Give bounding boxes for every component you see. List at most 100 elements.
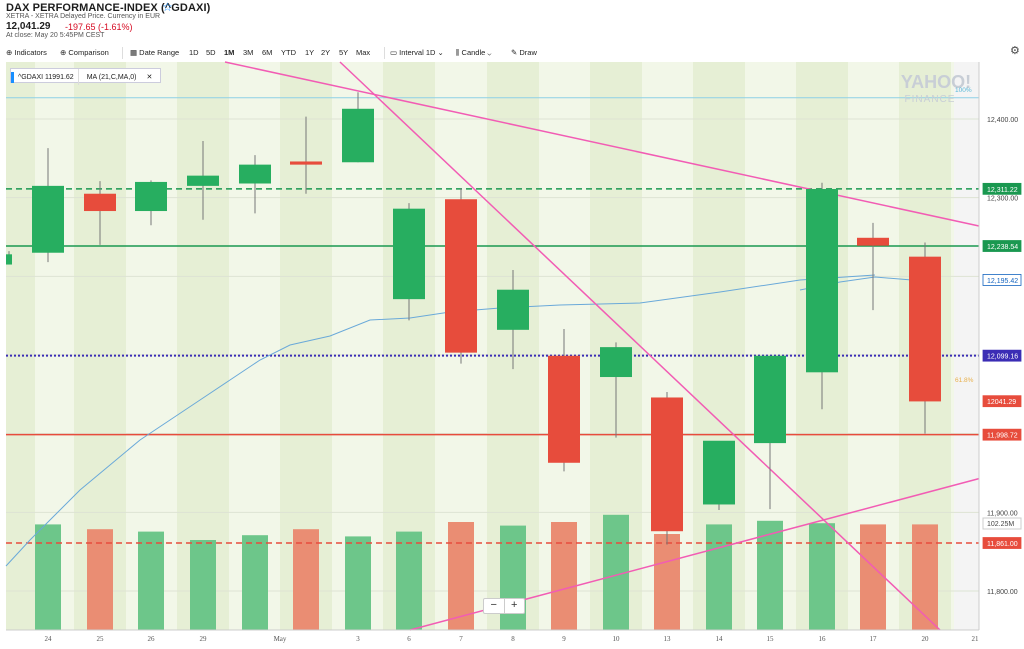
volume-bar <box>757 520 783 630</box>
candle-body[interactable] <box>187 175 219 186</box>
x-tick-label: 15 <box>767 635 775 643</box>
day-band <box>487 62 539 630</box>
range-1m[interactable]: 1M <box>224 48 235 57</box>
exchange-subtitle: XETRA - XETRA Delayed Price. Currency in… <box>6 13 161 20</box>
volume-bar <box>293 529 319 630</box>
volume-bar <box>912 524 938 630</box>
fib-label: 100% <box>955 87 972 94</box>
y-tick-label: 11,800.00 <box>987 589 1018 596</box>
candle-body[interactable] <box>703 440 735 505</box>
draw-label: Draw <box>519 48 537 57</box>
volume-bar <box>345 536 371 630</box>
price-tag <box>982 428 1022 441</box>
candle-body[interactable] <box>909 256 941 402</box>
candle-body[interactable] <box>32 185 64 253</box>
legend-symbol[interactable]: ^GDAXI 11991.62 <box>11 72 78 83</box>
fib-label: 61.8% <box>955 377 974 384</box>
day-band <box>693 62 745 630</box>
toolbar-divider <box>122 47 123 59</box>
candle-body[interactable] <box>548 355 580 463</box>
close-time: At close: May 20 5:45PM CEST <box>6 32 105 39</box>
volume-bar <box>551 522 577 630</box>
interval-button[interactable]: ▭ Interval 1D ⌄ <box>390 48 444 57</box>
calendar-icon: ▦ <box>130 48 140 57</box>
zoom-control: − + <box>483 598 525 614</box>
candle-body[interactable] <box>135 181 167 212</box>
trend-line[interactable] <box>339 61 941 631</box>
volume-bar <box>860 524 886 630</box>
volume-bar <box>603 514 629 630</box>
range-1d[interactable]: 1D <box>189 48 199 57</box>
candle-body[interactable] <box>342 108 374 163</box>
candle-icon: ⫼ <box>456 48 462 57</box>
candle-body[interactable] <box>393 208 425 300</box>
x-tick-label: May <box>274 635 287 643</box>
x-tick-label: 25 <box>97 635 105 643</box>
gear-icon[interactable]: ⚙ <box>1010 45 1020 57</box>
price-tag <box>982 182 1022 195</box>
candle-body[interactable] <box>857 237 889 246</box>
candle-body[interactable] <box>497 289 529 330</box>
day-band <box>590 62 642 630</box>
plot-area <box>6 62 979 630</box>
date-range-button[interactable]: ▦ Date Range <box>130 48 179 57</box>
draw-button[interactable]: ✎ Draw <box>511 48 537 57</box>
x-tick-label: 17 <box>870 635 878 643</box>
candle-body[interactable] <box>754 355 786 444</box>
price-tag-label: 11,861.00 <box>987 541 1018 548</box>
candle-body[interactable] <box>239 164 271 184</box>
day-band <box>6 62 35 630</box>
day-band <box>74 62 126 630</box>
zoom-in-button[interactable]: + <box>503 599 525 613</box>
star-icon[interactable]: ☆ <box>162 0 173 14</box>
volume-bar <box>809 523 835 630</box>
range-1y[interactable]: 1Y <box>305 48 315 57</box>
candle-body[interactable] <box>290 161 322 165</box>
day-band <box>796 62 848 630</box>
day-band <box>177 62 229 630</box>
range-6m[interactable]: 6M <box>262 48 273 57</box>
moving-average-line <box>5 274 876 567</box>
zoom-out-button[interactable]: − <box>490 599 497 611</box>
interval-label: Interval <box>399 48 424 57</box>
candle-body[interactable] <box>445 199 477 353</box>
candle-body[interactable] <box>651 397 683 532</box>
chart-type-button[interactable]: ⫼ Candle ⌄ <box>456 48 492 57</box>
range-2y[interactable]: 2Y <box>321 48 331 57</box>
range-ytd[interactable]: YTD <box>281 48 296 57</box>
candle-body[interactable] <box>6 254 12 265</box>
indicators-button[interactable]: ⊕ Indicators <box>6 48 47 57</box>
trend-line[interactable] <box>224 61 980 227</box>
close-icon[interactable]: ✕ <box>146 74 153 81</box>
price-tag <box>982 537 1022 549</box>
interval-value: 1D <box>425 48 436 57</box>
y-axis <box>979 62 1024 630</box>
candle-body[interactable] <box>84 193 116 212</box>
candle-body[interactable] <box>806 189 838 373</box>
price-tag-label: 12,195.42 <box>987 278 1018 285</box>
indicators-label: Indicators <box>14 48 47 57</box>
day-band <box>899 62 951 630</box>
range-5d[interactable]: 5D <box>206 48 216 57</box>
plus-circle-icon: ⊕ <box>60 48 69 57</box>
volume-bar <box>242 535 268 630</box>
volume-bar <box>500 525 526 630</box>
comparison-button[interactable]: ⊕ Comparison <box>60 48 109 57</box>
y-tick-label: 12,200.00 <box>987 274 1018 281</box>
legend-ma[interactable]: MA (21,C,MA,0) ✕ <box>77 69 161 85</box>
toolbar-divider <box>384 47 385 59</box>
comparison-label: Comparison <box>68 48 109 57</box>
y-tick-label: 12,400.00 <box>987 117 1018 124</box>
y-tick-label: 12,300.00 <box>987 196 1018 203</box>
range-3m[interactable]: 3M <box>243 48 254 57</box>
candle-body[interactable] <box>600 347 632 378</box>
x-tick-label: 29 <box>200 635 208 643</box>
price-tag-label: 12,311.22 <box>987 187 1018 194</box>
range-5y[interactable]: 5Y <box>339 48 349 57</box>
range-max[interactable]: Max <box>356 48 371 57</box>
interval-icon: ▭ <box>390 48 400 57</box>
x-tick-label: 21 <box>972 635 980 643</box>
watermark-logo: YAHOO! <box>901 72 971 92</box>
quote-header: DAX PERFORMANCE-INDEX (^GDAXI) ☆ XETRA -… <box>0 0 1024 42</box>
